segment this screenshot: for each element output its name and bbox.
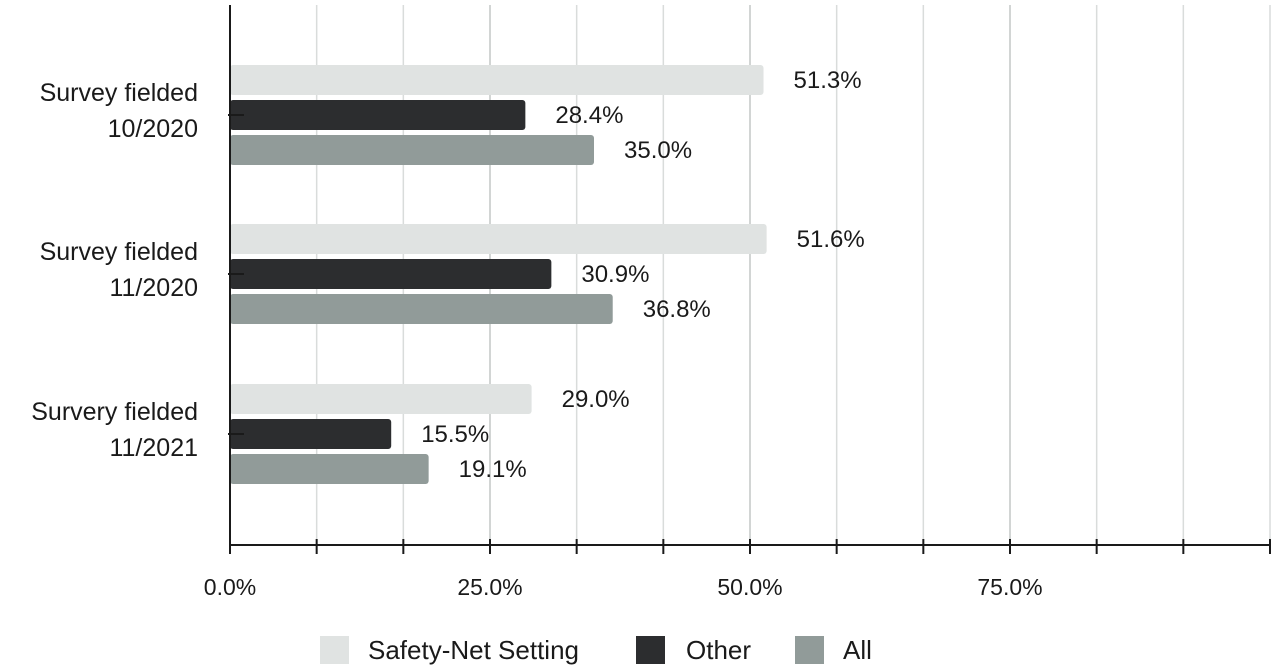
category-label: Survery fielded 11/2021 [31, 398, 198, 462]
bar-safety-net-setting [230, 65, 764, 95]
bar-safety-net-setting [230, 224, 767, 254]
category-label: Survey fielded 11/2020 [40, 238, 198, 302]
legend-swatch [636, 636, 665, 664]
bar-all [230, 135, 594, 165]
bar-value-label: 15.5% [421, 421, 489, 448]
bars [230, 65, 767, 484]
bar-value-label: 36.8% [643, 296, 711, 323]
bar-value-label: 29.0% [562, 386, 630, 413]
labels: 51.3% 51.6% 29.0% 28.4% 30.9% 15.5% 35.0% 36.8%… [31, 67, 1042, 600]
x-tick-label: 75.0% [977, 574, 1042, 600]
bar-value-label: 19.1% [459, 456, 527, 483]
x-tick-label: 25.0% [457, 574, 522, 600]
x-tick-label: 0.0% [204, 574, 256, 600]
legend-label: Other [686, 635, 751, 665]
legend: Safety-Net Setting Other All [320, 635, 872, 665]
bar-other [230, 100, 526, 130]
bar-value-label: 51.6% [797, 226, 865, 253]
legend-label: All [843, 635, 872, 665]
bar-all [230, 454, 429, 484]
legend-swatch [795, 636, 824, 664]
bar-value-label: 28.4% [555, 102, 623, 129]
bar-other [230, 419, 392, 449]
bar-all [230, 294, 613, 324]
bar-value-label: 51.3% [794, 67, 862, 94]
axes [228, 5, 1271, 554]
bar-safety-net-setting [230, 384, 532, 414]
x-tick-label: 50.0% [717, 574, 782, 600]
legend-swatch [320, 636, 349, 664]
bar-other [230, 259, 552, 289]
bar-value-label: 35.0% [624, 137, 692, 164]
bar-value-label: 30.9% [581, 261, 649, 288]
legend-label: Safety-Net Setting [368, 635, 579, 665]
category-label: Survey fielded 10/2020 [40, 79, 198, 143]
